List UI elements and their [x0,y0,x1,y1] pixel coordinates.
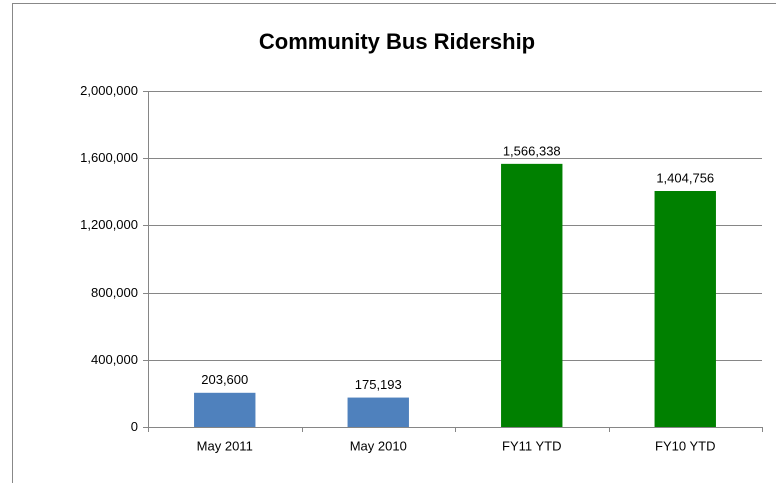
bar [347,397,409,427]
data-label: 175,193 [355,377,402,392]
y-tick-label: 1,200,000 [80,217,138,232]
bar [501,163,563,427]
y-tick-label: 0 [131,419,138,434]
data-label: 1,566,338 [503,143,561,158]
y-tick-label: 400,000 [91,352,138,367]
data-label: 203,600 [201,372,248,387]
x-tick-label: FY10 YTD [655,438,715,453]
x-tick-label: FY11 YTD [502,438,561,453]
y-tick-label: 1,600,000 [80,150,138,165]
bar [194,392,256,427]
x-tick-label: May 2010 [350,438,407,453]
y-tick-label: 2,000,000 [80,83,138,98]
x-tick-label: May 2011 [197,438,253,453]
bar [654,191,716,427]
data-label: 1,404,756 [656,170,714,185]
y-tick-label: 800,000 [91,285,138,300]
chart-title: Community Bus Ridership [259,29,535,54]
